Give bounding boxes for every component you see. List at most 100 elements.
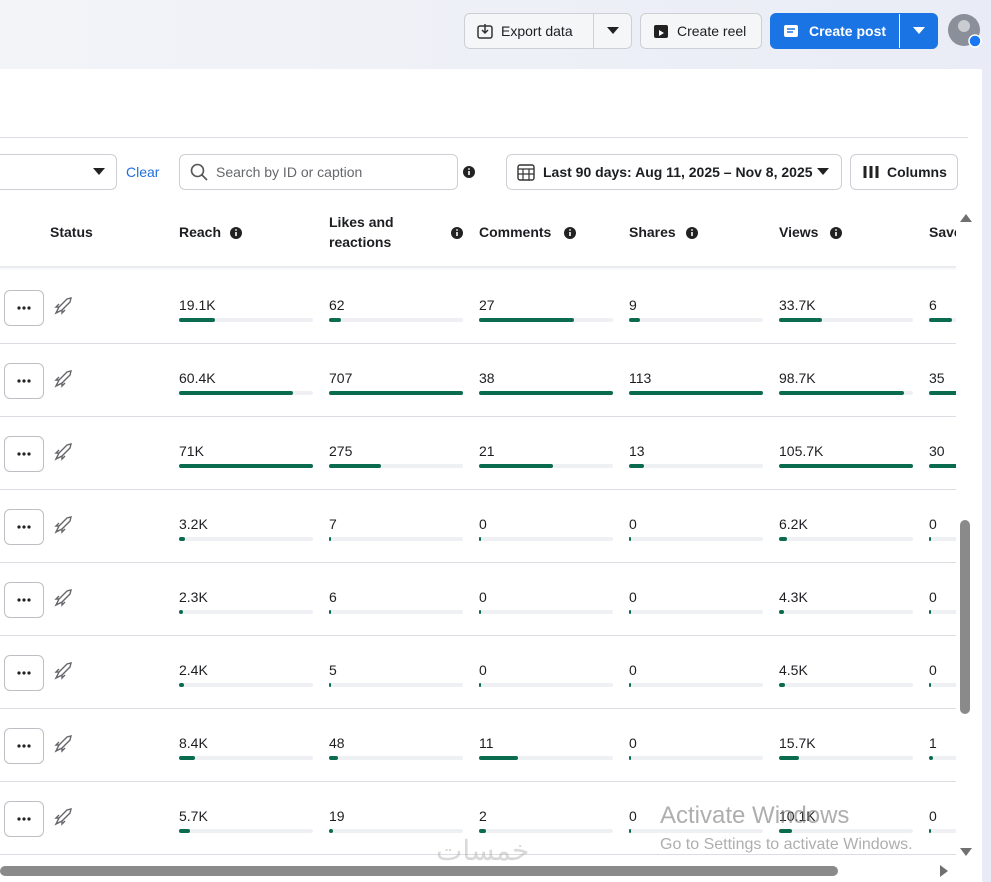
metric-value: 0 — [629, 516, 637, 532]
metric-bar — [179, 829, 190, 833]
metric-bar-track — [329, 683, 463, 687]
boost-icon — [52, 733, 74, 760]
metric-value: 0 — [479, 589, 487, 605]
more-button[interactable] — [4, 436, 44, 472]
boost-icon — [52, 587, 74, 614]
more-button[interactable] — [4, 728, 44, 764]
metric-value: 35 — [929, 370, 945, 386]
metric-value: 33.7K — [779, 297, 816, 313]
metric-value: 19 — [329, 808, 345, 824]
export-button[interactable]: Export data — [464, 13, 632, 49]
row-divider — [0, 562, 956, 563]
more-button[interactable] — [4, 582, 44, 618]
columns-button[interactable]: Columns — [850, 154, 958, 190]
vertical-scrollbar[interactable] — [958, 206, 974, 866]
metric-bar-track — [929, 318, 956, 322]
post-icon — [784, 25, 798, 37]
metric-bar-track — [479, 391, 613, 395]
metric-value: 1 — [929, 735, 937, 751]
more-button[interactable] — [4, 363, 44, 399]
metric-bar — [329, 683, 331, 687]
date-range-button[interactable]: Last 90 days: Aug 11, 2025 – Nov 8, 2025 — [506, 154, 842, 190]
metric-value: 71K — [179, 443, 204, 459]
metric-value: 275 — [329, 443, 353, 459]
metric-bar — [629, 318, 640, 322]
metric-bar-track — [329, 829, 463, 833]
metric-bar-track — [779, 610, 913, 614]
search-box[interactable]: Search by ID or caption — [179, 154, 458, 190]
metric-bar — [479, 683, 481, 687]
horizontal-scrollbar[interactable] — [0, 862, 960, 882]
metric-bar — [479, 391, 613, 395]
more-button[interactable] — [4, 290, 44, 326]
metric-value: 2.3K — [179, 589, 208, 605]
column-header: Reach — [179, 224, 222, 240]
metric-bar-track — [779, 464, 913, 468]
metric-value: 0 — [629, 589, 637, 605]
metric-bar-track — [629, 391, 763, 395]
more-button[interactable] — [4, 509, 44, 545]
avatar[interactable] — [947, 13, 983, 49]
metric-bar — [629, 683, 631, 687]
row-divider — [0, 635, 956, 636]
metric-bar-track — [179, 318, 313, 322]
metric-value: 6.2K — [779, 516, 808, 532]
more-button[interactable] — [4, 655, 44, 691]
metric-bar — [479, 318, 575, 322]
metric-bar-track — [479, 829, 613, 833]
boost-icon — [52, 514, 74, 541]
more-button[interactable] — [4, 801, 44, 837]
metric-value: 113 — [629, 370, 652, 386]
metric-bar-track — [929, 756, 956, 760]
metric-bar-track — [179, 537, 313, 541]
metric-bar — [929, 537, 931, 541]
clear-link[interactable]: Clear — [126, 164, 160, 180]
metric-bar-track — [929, 610, 956, 614]
export-icon — [477, 24, 493, 39]
create-post-button[interactable]: Create post — [770, 13, 938, 49]
metric-bar — [629, 610, 631, 614]
metric-bar-track — [629, 537, 763, 541]
metric-bar — [779, 756, 799, 760]
info-icon — [685, 226, 699, 245]
metric-bar-track — [779, 756, 913, 760]
column-header: Likes and reactions — [329, 214, 394, 250]
metric-bar-track — [929, 683, 956, 687]
columns-label: Columns — [887, 164, 947, 180]
reel-icon — [654, 25, 668, 38]
metric-bar-track — [629, 318, 763, 322]
metric-bar — [629, 537, 631, 541]
metric-value: 7 — [329, 516, 337, 532]
metric-bar — [929, 391, 956, 395]
row-divider — [0, 343, 956, 344]
metric-bar — [629, 391, 763, 395]
metric-value: 21 — [479, 443, 495, 459]
metric-value: 2 — [479, 808, 487, 824]
table: Status Reach Likes and reactions Comments Sh… — [0, 196, 956, 858]
metric-bar — [479, 610, 481, 614]
metric-value: 10.1K — [779, 808, 816, 824]
metric-bar-track — [329, 318, 463, 322]
metric-bar — [479, 756, 518, 760]
metric-value: 8.4K — [179, 735, 208, 751]
create-reel-button[interactable]: Create reel — [640, 13, 762, 49]
metric-bar-track — [329, 756, 463, 760]
info-icon — [463, 166, 475, 178]
metric-bar — [179, 683, 184, 687]
metric-value: 15.7K — [779, 735, 816, 751]
metric-value: 19.1K — [179, 297, 216, 313]
metric-bar — [479, 464, 554, 468]
row-divider — [0, 489, 956, 490]
column-header: Shares — [629, 224, 676, 240]
metric-bar — [929, 610, 931, 614]
filter-dropdown[interactable] — [0, 154, 117, 190]
metric-value: 0 — [629, 808, 637, 824]
watermark-title: Activate Windows — [660, 802, 850, 829]
search-placeholder: Search by ID or caption — [216, 164, 363, 180]
metric-bar-track — [629, 464, 763, 468]
metric-bar — [329, 537, 331, 541]
metric-bar — [779, 391, 905, 395]
boost-icon — [52, 368, 74, 395]
metric-bar — [779, 464, 913, 468]
metric-bar — [929, 756, 933, 760]
